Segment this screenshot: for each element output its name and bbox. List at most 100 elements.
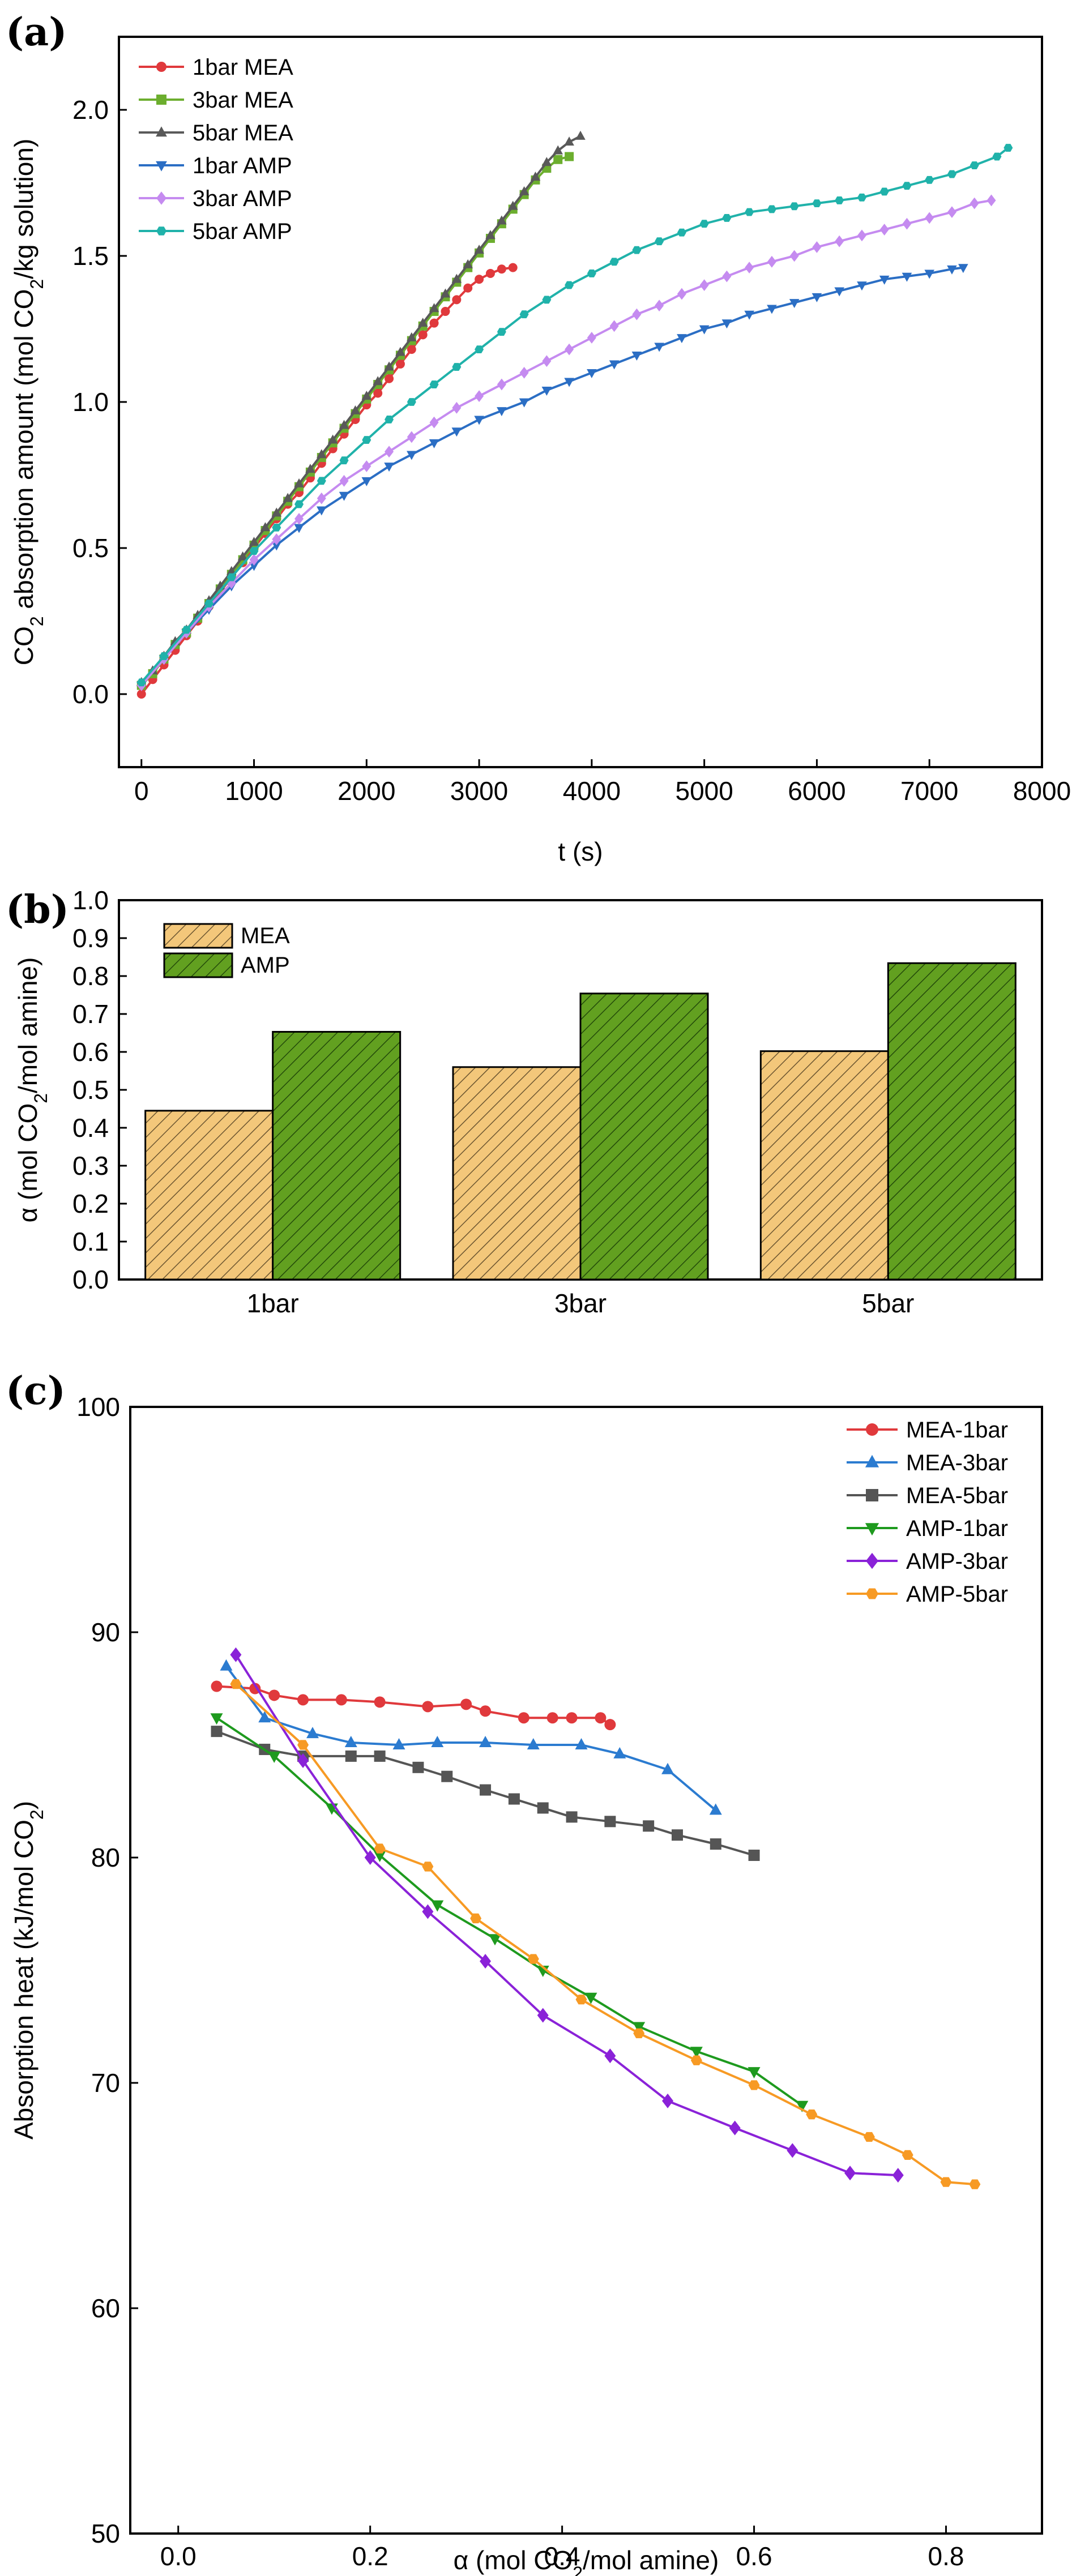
panel-a-data-point xyxy=(1003,144,1013,152)
panel-c-data-point xyxy=(604,2048,616,2064)
panel-c-series-line xyxy=(216,1717,803,2107)
panel-a-data-point xyxy=(327,434,338,444)
panel-a-data-point xyxy=(812,241,822,253)
panel-a-line-chart: (a) 0 1000 2000 3000 4000 5000 6000 7000 8000 0.0… xyxy=(6,10,1071,866)
panel-a-data-point xyxy=(384,361,394,371)
panel-c-series-mea-1bar xyxy=(211,1680,616,1731)
panel-a-legend-item: 5bar AMP xyxy=(139,219,292,244)
panel-a-data-point xyxy=(902,182,912,190)
panel-a-legend-marker xyxy=(156,126,167,137)
panel-a-data-point xyxy=(339,491,349,501)
panel-c-data-point xyxy=(460,1698,472,1710)
panel-c-y-tick-label: 70 xyxy=(91,2068,120,2098)
panel-c-data-point xyxy=(431,1736,444,1748)
panel-a-data-point xyxy=(249,537,259,546)
panel-c-data-point xyxy=(604,1816,616,1828)
panel-c-legend-marker xyxy=(866,1588,878,1599)
panel-c-data-point xyxy=(392,1738,405,1749)
panel-a-data-point xyxy=(350,405,361,414)
panel-a-series xyxy=(136,130,1013,699)
panel-a-data-point xyxy=(902,272,912,282)
panel-c-y-tick-label: 80 xyxy=(91,1843,120,1872)
panel-b-y-tick-label: 0.6 xyxy=(72,1037,109,1067)
panel-c-data-point xyxy=(335,1694,347,1706)
panel-c-x-title-sub: 2 xyxy=(573,2563,583,2576)
panel-a-legend-item: 3bar MEA xyxy=(139,88,293,113)
panel-c-legend-item: AMP-5bar xyxy=(847,1582,1008,1607)
panel-a-y-title-sub1: 2 xyxy=(27,616,47,626)
panel-b-legend-label: MEA xyxy=(241,923,290,948)
panel-a-data-point xyxy=(631,352,642,361)
panel-c-data-point xyxy=(672,1829,683,1841)
panel-a-data-point xyxy=(339,420,349,429)
panel-a-x-tick-label: 4000 xyxy=(563,776,621,806)
panel-c-legend-item: MEA-5bar xyxy=(847,1483,1008,1508)
panel-c-data-point xyxy=(268,1689,280,1701)
panel-a-data-point xyxy=(632,308,642,320)
panel-c-data-point xyxy=(479,1736,492,1748)
panel-a-x-tick-label: 5000 xyxy=(675,776,733,806)
panel-b-y-tick-label: 1.0 xyxy=(72,885,109,915)
panel-a-data-point xyxy=(587,369,597,378)
panel-c-y-tick-label: 60 xyxy=(91,2293,120,2323)
panel-c-data-point xyxy=(787,2143,798,2158)
panel-a-data-point xyxy=(541,157,552,166)
panel-c-data-point xyxy=(373,1851,386,1863)
panel-a-data-point xyxy=(395,346,405,356)
panel-b-label: (b) xyxy=(6,887,69,932)
panel-a-data-point xyxy=(452,401,462,414)
panel-a-legend-marker xyxy=(156,226,166,236)
panel-c-y-axis-title: Absorption heat (kJ/mol CO2) xyxy=(9,1801,47,2139)
panel-a-legend-marker xyxy=(156,62,166,72)
panel-c-legend-label: MEA-3bar xyxy=(906,1450,1008,1475)
panel-a-data-point xyxy=(407,431,416,443)
panel-a-data-point xyxy=(294,524,304,533)
panel-a-legend-item: 3bar AMP xyxy=(139,186,292,211)
panel-c-data-point xyxy=(431,1900,444,1912)
panel-a-data-point xyxy=(745,208,754,216)
panel-a-data-point xyxy=(767,205,776,213)
panel-c-x-axis-title: α (mol CO2/mol amine) xyxy=(454,2545,719,2576)
panel-a-data-point xyxy=(970,161,979,169)
panel-c-x-tick-label: 0.6 xyxy=(736,2541,772,2571)
panel-c-y-tick-label: 90 xyxy=(91,1618,120,1647)
panel-c-y-title-part2: ) xyxy=(9,1801,39,1809)
panel-b-bar-amp-3bar xyxy=(579,992,709,1281)
panel-b-y-tick-label: 0.0 xyxy=(72,1265,109,1294)
panel-c-line-chart: (c) 0.0 0.2 0.4 0.6 0.8 50 60 70 80 90 100 MEA-1ba… xyxy=(6,1368,1043,2576)
panel-c-data-point xyxy=(211,1680,223,1692)
panel-c-data-point xyxy=(892,2168,904,2183)
panel-a-data-point xyxy=(519,398,529,408)
panel-a-data-point xyxy=(440,288,451,298)
panel-a-y-axis-title: CO2 absorption amount (mol CO2/kg soluti… xyxy=(9,139,47,665)
panel-c-legend-item: AMP-3bar xyxy=(847,1549,1008,1574)
panel-a-data-point xyxy=(475,390,484,403)
panel-a-data-point xyxy=(317,492,326,504)
panel-a-data-point xyxy=(519,310,529,319)
panel-a-data-point xyxy=(789,250,799,262)
panel-b-y-title-part2: /mol amine) xyxy=(13,957,42,1093)
panel-c-x-tick-label: 0.0 xyxy=(160,2541,197,2571)
panel-b-y-tick-label: 0.1 xyxy=(72,1227,109,1256)
panel-a-y-title-part2: absorption amount (mol CO xyxy=(9,289,39,617)
panel-a-legend-item: 1bar AMP xyxy=(139,153,292,178)
panel-a-data-point xyxy=(565,343,574,356)
panel-a-data-point xyxy=(485,268,495,278)
panel-a-data-point xyxy=(474,245,484,254)
panel-a-data-point xyxy=(407,345,416,354)
panel-a-x-axis-title: t (s) xyxy=(558,837,603,866)
panel-a-data-point xyxy=(564,136,574,146)
panel-a-data-point xyxy=(699,325,710,335)
panel-c-legend-item: AMP-1bar xyxy=(847,1516,1008,1541)
panel-a-data-point xyxy=(655,299,664,312)
panel-a-data-point xyxy=(474,416,484,425)
panel-c-series-line xyxy=(225,1665,717,1811)
panel-a-data-point xyxy=(227,573,236,581)
panel-a-series-line xyxy=(140,135,581,683)
panel-a-data-point xyxy=(475,275,484,284)
panel-c-legend-marker xyxy=(866,1552,878,1569)
panel-a-data-point xyxy=(925,212,934,224)
panel-a-data-point xyxy=(260,522,271,532)
panel-c-data-point xyxy=(729,2120,741,2136)
